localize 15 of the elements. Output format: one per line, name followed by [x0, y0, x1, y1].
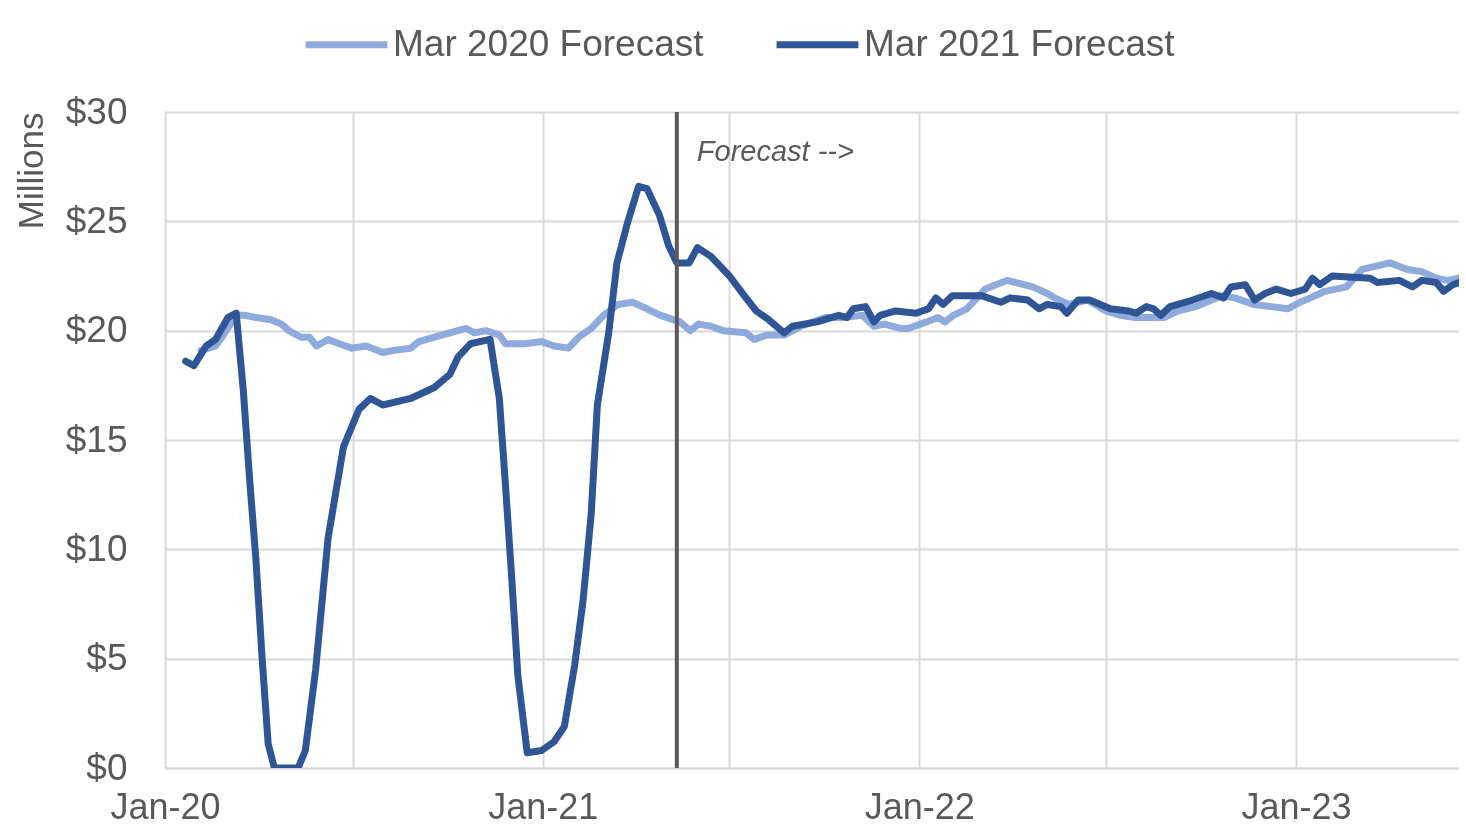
x-tick-label: Jan-20 — [110, 785, 221, 827]
y-tick-label: $20 — [65, 309, 128, 351]
x-tick-label: Jan-23 — [1241, 785, 1352, 827]
y-tick-label: $0 — [86, 746, 128, 788]
y-tick-label: $5 — [86, 637, 128, 679]
x-tick-label: Jan-22 — [864, 785, 975, 827]
x-tick-label: Jan-21 — [488, 785, 599, 827]
y-tick-label: $25 — [65, 199, 128, 241]
legend-label: Mar 2020 Forecast — [393, 22, 705, 64]
y-tick-label: $15 — [65, 418, 128, 460]
ref-line-label: Forecast --> — [696, 135, 854, 167]
legend-label: Mar 2021 Forecast — [864, 22, 1176, 64]
y-tick-label: $30 — [65, 90, 128, 132]
y-axis-title: Millions — [10, 112, 50, 230]
y-tick-label: $10 — [65, 527, 128, 569]
